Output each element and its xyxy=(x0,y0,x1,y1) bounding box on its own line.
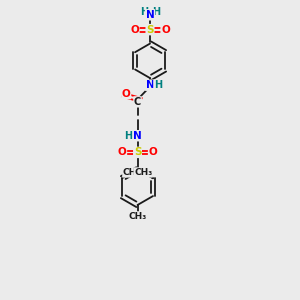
Text: C: C xyxy=(134,97,141,107)
Text: S: S xyxy=(134,147,141,158)
Text: O: O xyxy=(118,147,126,158)
Text: O: O xyxy=(161,25,170,34)
Text: H: H xyxy=(154,80,162,90)
Text: O: O xyxy=(130,25,139,34)
Text: S: S xyxy=(146,25,154,34)
Text: CH₃: CH₃ xyxy=(128,212,147,221)
Text: CH₃: CH₃ xyxy=(123,168,141,177)
Text: N: N xyxy=(146,10,154,20)
Text: H: H xyxy=(141,8,149,17)
Text: O: O xyxy=(148,147,157,158)
Text: N: N xyxy=(146,80,154,90)
Text: CH₃: CH₃ xyxy=(134,168,152,177)
Text: N: N xyxy=(133,131,142,141)
Text: O: O xyxy=(122,88,130,98)
Text: H: H xyxy=(124,131,133,141)
Text: H: H xyxy=(152,8,160,17)
